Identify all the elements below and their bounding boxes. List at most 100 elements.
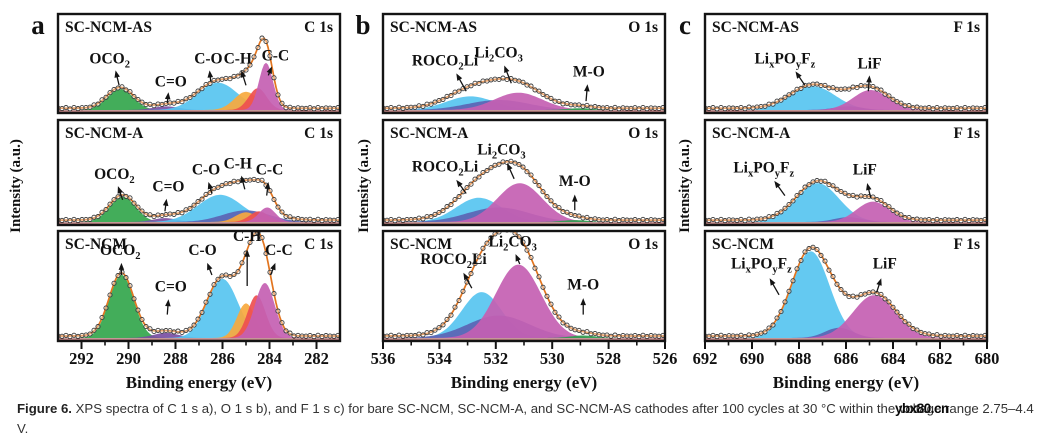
core-level-label: O 1s [628, 19, 658, 36]
data-point [331, 217, 337, 223]
data-point [500, 159, 506, 165]
data-point [179, 99, 185, 105]
data-point [159, 328, 165, 334]
data-point [444, 204, 450, 210]
data-point [295, 216, 301, 222]
data-point [878, 291, 884, 297]
peak-fill-roco2li [383, 197, 665, 222]
data-point [520, 164, 526, 170]
data-point [323, 217, 329, 223]
data-point [87, 104, 93, 110]
data-point [564, 209, 570, 215]
peak-fill-oco2 [58, 89, 340, 110]
data-point [826, 267, 832, 273]
data-point [171, 329, 177, 335]
data-point [802, 184, 808, 190]
data-point [263, 250, 269, 257]
data-point [942, 332, 948, 338]
data-point [858, 193, 864, 199]
data-point [428, 101, 434, 107]
data-point [754, 331, 760, 337]
data-point [131, 296, 137, 302]
core-level-label: C 1s [304, 236, 333, 253]
data-point [894, 309, 900, 315]
data-point [420, 103, 426, 109]
data-point [319, 333, 325, 340]
data-point [750, 217, 756, 223]
data-point [730, 217, 736, 223]
core-level-label: O 1s [628, 125, 658, 142]
data-point [131, 200, 137, 206]
data-point [970, 217, 976, 223]
axis-tick-label: 692 [693, 349, 718, 368]
data-point [818, 252, 824, 258]
data-point [279, 100, 285, 106]
data-point [468, 181, 474, 187]
data-point [628, 333, 634, 339]
data-point [95, 324, 101, 330]
peak-annotation: C-C [262, 48, 289, 76]
data-point [107, 90, 113, 96]
data-point [468, 83, 474, 89]
data-point [938, 106, 944, 112]
data-point [762, 216, 768, 222]
annotation-label: ROCO2Li [420, 251, 487, 271]
data-point [842, 190, 848, 196]
data-point [131, 93, 137, 100]
subplot-box [381, 12, 667, 115]
data-point [199, 196, 205, 202]
data-point [536, 183, 542, 189]
panel-letter: c [679, 10, 691, 40]
intensity-axis-label: Intensity (a.u.) [8, 139, 24, 233]
data-point [287, 214, 293, 220]
data-point [107, 292, 113, 298]
data-point [159, 101, 165, 107]
annotation-arrowhead [162, 198, 169, 207]
data-point [83, 332, 89, 338]
data-point [279, 320, 285, 326]
intensity-axis-label: Intensity (a.u.) [356, 139, 372, 233]
data-point [263, 38, 269, 45]
data-point [822, 178, 828, 184]
data-point [147, 212, 153, 218]
data-point [568, 211, 574, 218]
fit-envelope [383, 160, 665, 221]
data-point [259, 35, 265, 41]
axis-tick-label: 690 [740, 349, 765, 368]
data-point [508, 158, 514, 164]
peak-annotation: C-H [224, 51, 252, 86]
data-point [870, 194, 876, 200]
data-point [255, 45, 261, 51]
data-point [938, 218, 944, 224]
sample-label: SC-NCM-A [65, 125, 144, 142]
figure-caption: Figure 6. XPS spectra of C 1 s a), O 1 s… [17, 399, 1047, 439]
data-point [287, 330, 293, 336]
data-point [484, 240, 490, 246]
data-point [111, 280, 117, 286]
data-point [231, 178, 237, 184]
data-point [303, 217, 309, 223]
data-point [396, 332, 402, 338]
data-point [754, 104, 760, 110]
data-point [384, 333, 390, 339]
data-point [628, 217, 634, 223]
data-point [187, 326, 193, 332]
data-point [544, 194, 550, 200]
subplot-sc-ncm: LixPOyFz LiF SC-NCM F 1s [703, 229, 989, 343]
data-point [87, 331, 93, 337]
spectrum-area [705, 244, 987, 340]
data-point [584, 214, 590, 220]
data-point [275, 308, 281, 314]
data-point [782, 299, 788, 305]
data-point [778, 97, 784, 103]
data-point [886, 204, 892, 210]
data-point [95, 101, 101, 107]
data-point [123, 275, 129, 281]
data-point [460, 288, 466, 294]
annotation-arrowhead [240, 175, 246, 184]
data-point [448, 202, 454, 208]
data-point [846, 86, 852, 92]
data-point [472, 261, 478, 267]
data-point [532, 265, 538, 271]
